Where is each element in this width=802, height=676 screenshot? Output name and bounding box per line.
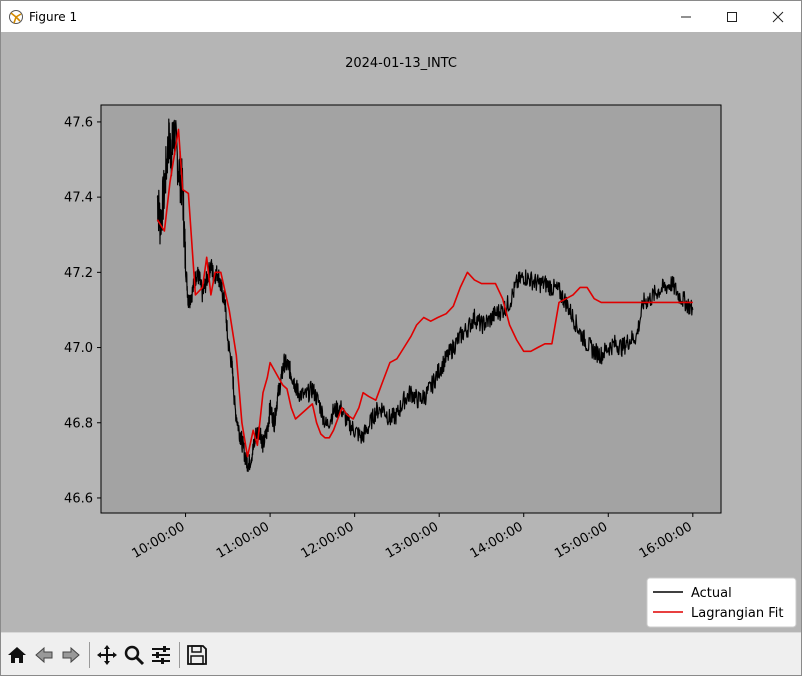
move-icon	[97, 645, 117, 665]
configure-subplots-button[interactable]	[148, 640, 174, 670]
x-tick-label: 10:00:00	[129, 519, 187, 561]
minimize-button[interactable]	[663, 1, 709, 32]
legend-label-fit: Lagrangian Fit	[691, 606, 783, 621]
maximize-button[interactable]	[709, 1, 755, 32]
figure-canvas[interactable]: 2024-01-13_INTC 46.6 46.8 47.0 47.2 47.4 47.6…	[1, 32, 801, 632]
y-tick-label: 47.2	[64, 266, 93, 281]
y-tick-label: 47.0	[64, 341, 93, 356]
home-icon	[8, 647, 26, 663]
forward-button[interactable]	[58, 640, 84, 670]
y-tick-label: 46.8	[64, 416, 93, 431]
series-line-lagrangian-fit	[156, 128, 693, 458]
home-button[interactable]	[4, 640, 30, 670]
maximize-icon	[727, 11, 737, 22]
zoom-icon	[124, 645, 145, 666]
x-tick-label: 13:00:00	[383, 519, 441, 561]
zoom-button[interactable]	[121, 640, 147, 670]
sliders-icon	[152, 646, 170, 664]
line-chart: 2024-01-13_INTC 46.6 46.8 47.0 47.2 47.4 47.6…	[64, 56, 797, 628]
pan-button[interactable]	[94, 640, 120, 670]
x-tick-label: 16:00:00	[637, 519, 695, 561]
navigation-toolbar	[1, 632, 801, 675]
window-title: Figure 1	[29, 9, 78, 24]
x-tick-label: 14:00:00	[468, 519, 526, 561]
plot-area	[100, 104, 722, 514]
y-tick-label: 46.6	[64, 491, 93, 506]
x-tick-label: 12:00:00	[299, 519, 357, 561]
minimize-icon	[681, 16, 691, 17]
legend-label-actual: Actual	[691, 586, 732, 601]
back-button[interactable]	[31, 640, 57, 670]
toolbar-separator	[179, 642, 180, 668]
y-tick-label: 47.6	[64, 115, 93, 130]
close-button[interactable]	[755, 1, 801, 32]
back-arrow-icon	[35, 646, 53, 664]
close-icon	[772, 11, 784, 22]
x-tick-label: 15:00:00	[552, 519, 610, 561]
forward-arrow-icon	[62, 646, 80, 664]
toolbar-separator	[89, 642, 90, 668]
legend: Actual Lagrangian Fit	[646, 577, 797, 628]
x-tick-label: 11:00:00	[214, 519, 272, 561]
save-button[interactable]	[184, 640, 210, 670]
legend-box	[646, 577, 797, 628]
save-icon	[187, 645, 207, 665]
chart-title: 2024-01-13_INTC	[345, 56, 457, 71]
title-bar: Figure 1	[1, 1, 801, 32]
matplotlib-logo-icon	[7, 8, 25, 26]
y-tick-label: 47.4	[64, 191, 93, 206]
